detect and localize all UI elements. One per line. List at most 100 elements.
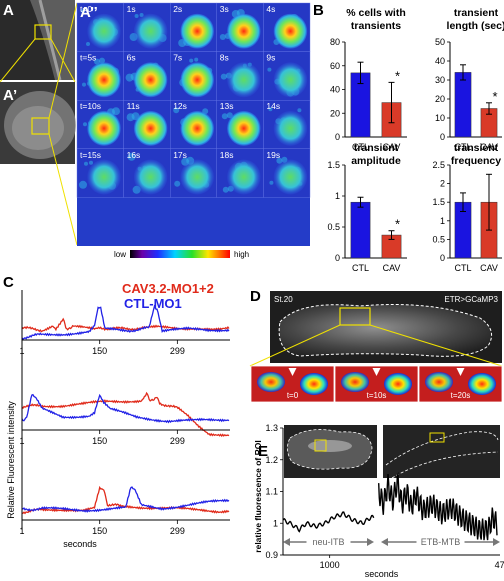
a2-tile: 12s (169, 99, 217, 149)
panel-a2: t=0 1s 2s 3s 4s t=5s 6s 7s 8s 9s t=10s 11s 12s 13s 14s… (76, 2, 311, 259)
trace-blue (21, 393, 230, 424)
significance-mark: * (395, 217, 400, 232)
timepoint-label: 4s (266, 4, 275, 14)
category-label: CAV (383, 263, 401, 273)
colorbar-low-label: low (114, 250, 126, 259)
y-tick-label: 1.2 (265, 455, 278, 465)
legend-label: CTL-MO1 (124, 296, 182, 311)
y-tick-label: 2.5 (432, 160, 445, 170)
a2-tile: 2s (169, 2, 217, 52)
x-tick-label: 1000 (320, 560, 340, 570)
stage-label: St.20 (274, 295, 293, 304)
y-tick-label: 2 (440, 179, 445, 189)
embryo-outline (279, 304, 492, 357)
zoom-box (34, 24, 52, 40)
a2-tile: 16s (123, 148, 171, 198)
y-tick-label: 1.5 (432, 197, 445, 207)
frame-time-label: t=20s (451, 391, 471, 400)
a2-tile: 4s (263, 2, 311, 52)
construct-label: ETR>GCaMP3 (444, 295, 498, 304)
bar (454, 72, 472, 138)
y-tick-label: 1 (440, 216, 445, 226)
y-tick-label: 1.3 (265, 423, 278, 433)
panel-letter-a1: A’ (3, 87, 17, 104)
bar (350, 201, 371, 259)
legend-label: CAV3.2-MO1+2 (122, 281, 214, 296)
trace-blue (21, 304, 230, 340)
panel-letter-a: A (3, 2, 14, 19)
timepoint-label: 8s (220, 53, 229, 63)
a2-tile: 18s (216, 148, 264, 198)
timepoint-label: 14s (266, 101, 280, 111)
timepoint-label: 13s (220, 101, 234, 111)
fluorescence-trace (282, 471, 498, 541)
chart-title: transient (454, 142, 499, 154)
arrowhead-icon (456, 368, 465, 376)
category-label: CAV (383, 142, 401, 152)
category-label: CTL (352, 263, 369, 273)
panel-letter-d: D (250, 288, 261, 305)
region-label: neu-ITB (312, 537, 344, 547)
category-label: CTL (352, 142, 369, 152)
y-tick-label: 1 (335, 191, 340, 201)
a2-tile: 17s (169, 148, 217, 198)
y-tick-label: 0 (335, 132, 340, 142)
y-tick-label: 20 (330, 108, 340, 118)
x-tick-label: 150 (92, 346, 107, 356)
panel-d: D St.20 ETR>GCaMP3 t=0 t=10s t=20s (249, 288, 503, 403)
a2-tile: 11s (123, 99, 171, 149)
y-tick-label: 0.5 (432, 234, 445, 244)
timepoint-label: t=10s (80, 101, 101, 111)
timepoint-label: t=0 (80, 4, 92, 14)
panel-e: E 0.9 1 1.1 1.2 1.3 1000 4750 seconds relative f… (253, 423, 504, 579)
chart-title: transient (454, 7, 499, 19)
category-label: CTL (454, 142, 471, 152)
significance-mark: * (395, 68, 400, 83)
trace-blue (21, 486, 230, 513)
significance-mark: * (492, 89, 497, 104)
a2-tile: 3s (216, 2, 264, 52)
frame-time-label: t=10s (367, 391, 387, 400)
chart-title: transient (354, 142, 399, 154)
y-tick-label: 40 (435, 56, 445, 66)
y-tick-label: 0 (440, 132, 445, 142)
x-tick-label: 1 (19, 526, 24, 536)
d-frame: t=20s (418, 365, 503, 403)
x-tick-label: 150 (92, 436, 107, 446)
chart-title: % cells with (346, 7, 406, 19)
y-tick-label: 0 (440, 253, 445, 263)
a2-tile: t=15s (76, 148, 124, 198)
timepoint-label: 6s (127, 53, 136, 63)
a2-tile: 9s (263, 51, 311, 101)
timepoint-label: 2s (173, 4, 182, 14)
y-tick-label: 60 (330, 61, 340, 71)
zoom-box-2 (31, 117, 50, 135)
y-tick-label: 30 (435, 75, 445, 85)
colorbar (130, 250, 230, 258)
panel-c: C Relative Fluorescent intensity CAV3.2-M… (3, 274, 230, 549)
embryo-shape (30, 0, 75, 80)
x-axis-label: seconds (63, 539, 97, 549)
y-tick-label: 20 (435, 94, 445, 104)
y-axis-label: relative fluorescence of ROI (253, 440, 263, 552)
timepoint-label: 3s (220, 4, 229, 14)
timepoint-label: 7s (173, 53, 182, 63)
y-tick-label: 50 (435, 37, 445, 47)
chart-title: amplitude (351, 155, 401, 167)
y-axis-label: Relative Fluorescent intensity (6, 401, 16, 519)
panel-letter-c: C (3, 274, 14, 291)
y-tick-label: 0 (335, 253, 340, 263)
a2-tile: 8s (216, 51, 264, 101)
y-tick-label: 0.9 (265, 550, 278, 560)
chart-title: frequency (451, 155, 501, 167)
a2-tile: 13s (216, 99, 264, 149)
x-tick-label: 299 (170, 526, 185, 536)
a2-tile: 7s (169, 51, 217, 101)
region-label: ETB-MTB (421, 537, 461, 547)
